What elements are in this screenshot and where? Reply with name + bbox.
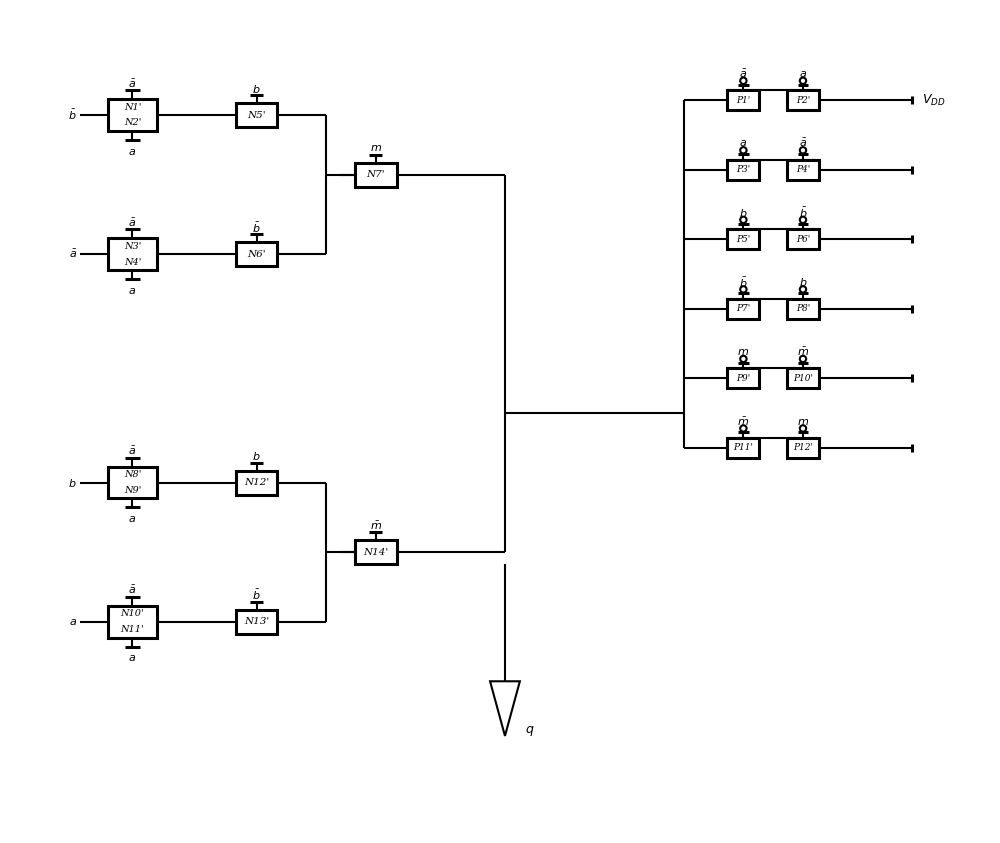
Text: N11': N11' (121, 626, 144, 634)
Bar (727, 159, 759, 180)
Bar (108, 467, 157, 498)
Bar (236, 470, 277, 495)
Text: P3': P3' (736, 165, 751, 175)
Text: $a$: $a$ (739, 138, 747, 148)
Text: $b$: $b$ (799, 277, 807, 288)
Text: P1': P1' (736, 95, 751, 105)
Text: $a$: $a$ (799, 69, 807, 78)
Bar (727, 438, 759, 458)
Text: $a$: $a$ (128, 286, 136, 296)
Text: $b$: $b$ (252, 83, 261, 94)
Text: N8': N8' (124, 470, 141, 479)
Text: N14': N14' (363, 548, 388, 556)
Text: $b$: $b$ (68, 476, 77, 489)
Text: N9': N9' (124, 486, 141, 495)
Text: $a$: $a$ (128, 653, 136, 663)
Bar (108, 99, 157, 131)
Text: $\bar{a}$: $\bar{a}$ (69, 248, 77, 260)
Bar (787, 438, 819, 458)
Bar (727, 229, 759, 250)
Text: $V_{DD}$: $V_{DD}$ (922, 93, 946, 108)
Text: P8': P8' (796, 304, 810, 314)
Bar (236, 609, 277, 634)
Bar (236, 242, 277, 266)
Text: N13': N13' (244, 617, 269, 626)
Text: $\bar{m}$: $\bar{m}$ (737, 416, 749, 427)
Text: $q$: $q$ (525, 724, 534, 738)
Text: N4': N4' (124, 258, 141, 266)
Text: $\bar{a}$: $\bar{a}$ (128, 584, 136, 597)
Text: $\bar{a}$: $\bar{a}$ (799, 137, 807, 149)
Text: N6': N6' (247, 250, 266, 259)
Text: P4': P4' (796, 165, 810, 175)
Bar (355, 163, 397, 186)
Text: P2': P2' (796, 95, 810, 105)
Text: $a$: $a$ (128, 147, 136, 157)
Text: $\bar{b}$: $\bar{b}$ (799, 206, 807, 220)
Text: $a$: $a$ (128, 514, 136, 524)
Text: N2': N2' (124, 119, 141, 127)
Text: P7': P7' (736, 304, 751, 314)
Text: $m$: $m$ (370, 143, 382, 153)
Bar (727, 368, 759, 389)
Bar (108, 239, 157, 270)
Bar (787, 229, 819, 250)
Text: $\bar{m}$: $\bar{m}$ (797, 346, 809, 358)
Bar (727, 90, 759, 110)
Text: $m$: $m$ (797, 416, 809, 427)
Text: $\bar{a}$: $\bar{a}$ (128, 445, 136, 458)
Text: N10': N10' (121, 609, 144, 618)
Text: $\bar{a}$: $\bar{a}$ (128, 78, 136, 90)
Bar (236, 103, 277, 127)
Text: P9': P9' (736, 373, 751, 383)
Text: N5': N5' (247, 110, 266, 120)
Text: N1': N1' (124, 103, 141, 111)
Text: $b$: $b$ (252, 450, 261, 462)
Text: $\bar{m}$: $\bar{m}$ (370, 519, 382, 532)
Bar (787, 368, 819, 389)
Text: $b$: $b$ (739, 207, 748, 219)
Bar (787, 159, 819, 180)
Bar (727, 298, 759, 319)
Text: N12': N12' (244, 478, 269, 487)
Bar (108, 606, 157, 637)
Text: P6': P6' (796, 234, 810, 244)
Text: $\bar{b}$: $\bar{b}$ (252, 221, 261, 235)
Bar (355, 540, 397, 564)
Text: P10': P10' (793, 373, 813, 383)
Text: $\bar{a}$: $\bar{a}$ (739, 67, 747, 80)
Text: P12': P12' (793, 443, 813, 453)
Text: N3': N3' (124, 242, 141, 250)
Bar (787, 90, 819, 110)
Text: $\bar{b}$: $\bar{b}$ (739, 276, 748, 289)
Text: $m$: $m$ (737, 347, 749, 357)
Text: N7': N7' (367, 170, 385, 180)
Text: $\bar{b}$: $\bar{b}$ (68, 108, 77, 122)
Text: $a$: $a$ (69, 617, 77, 626)
Text: P11': P11' (733, 443, 753, 453)
Text: $\bar{b}$: $\bar{b}$ (252, 588, 261, 603)
Bar (787, 298, 819, 319)
Text: $\bar{a}$: $\bar{a}$ (128, 217, 136, 229)
Text: P5': P5' (736, 234, 751, 244)
